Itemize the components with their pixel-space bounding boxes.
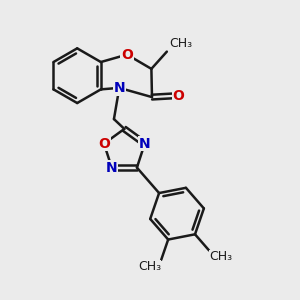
Text: N: N: [139, 137, 151, 151]
Text: N: N: [106, 160, 118, 175]
Text: CH₃: CH₃: [138, 260, 161, 273]
Text: N: N: [113, 81, 125, 95]
Text: O: O: [172, 88, 184, 103]
Text: CH₃: CH₃: [169, 37, 192, 50]
Text: O: O: [98, 137, 110, 151]
Text: O: O: [121, 48, 133, 62]
Text: CH₃: CH₃: [209, 250, 232, 263]
